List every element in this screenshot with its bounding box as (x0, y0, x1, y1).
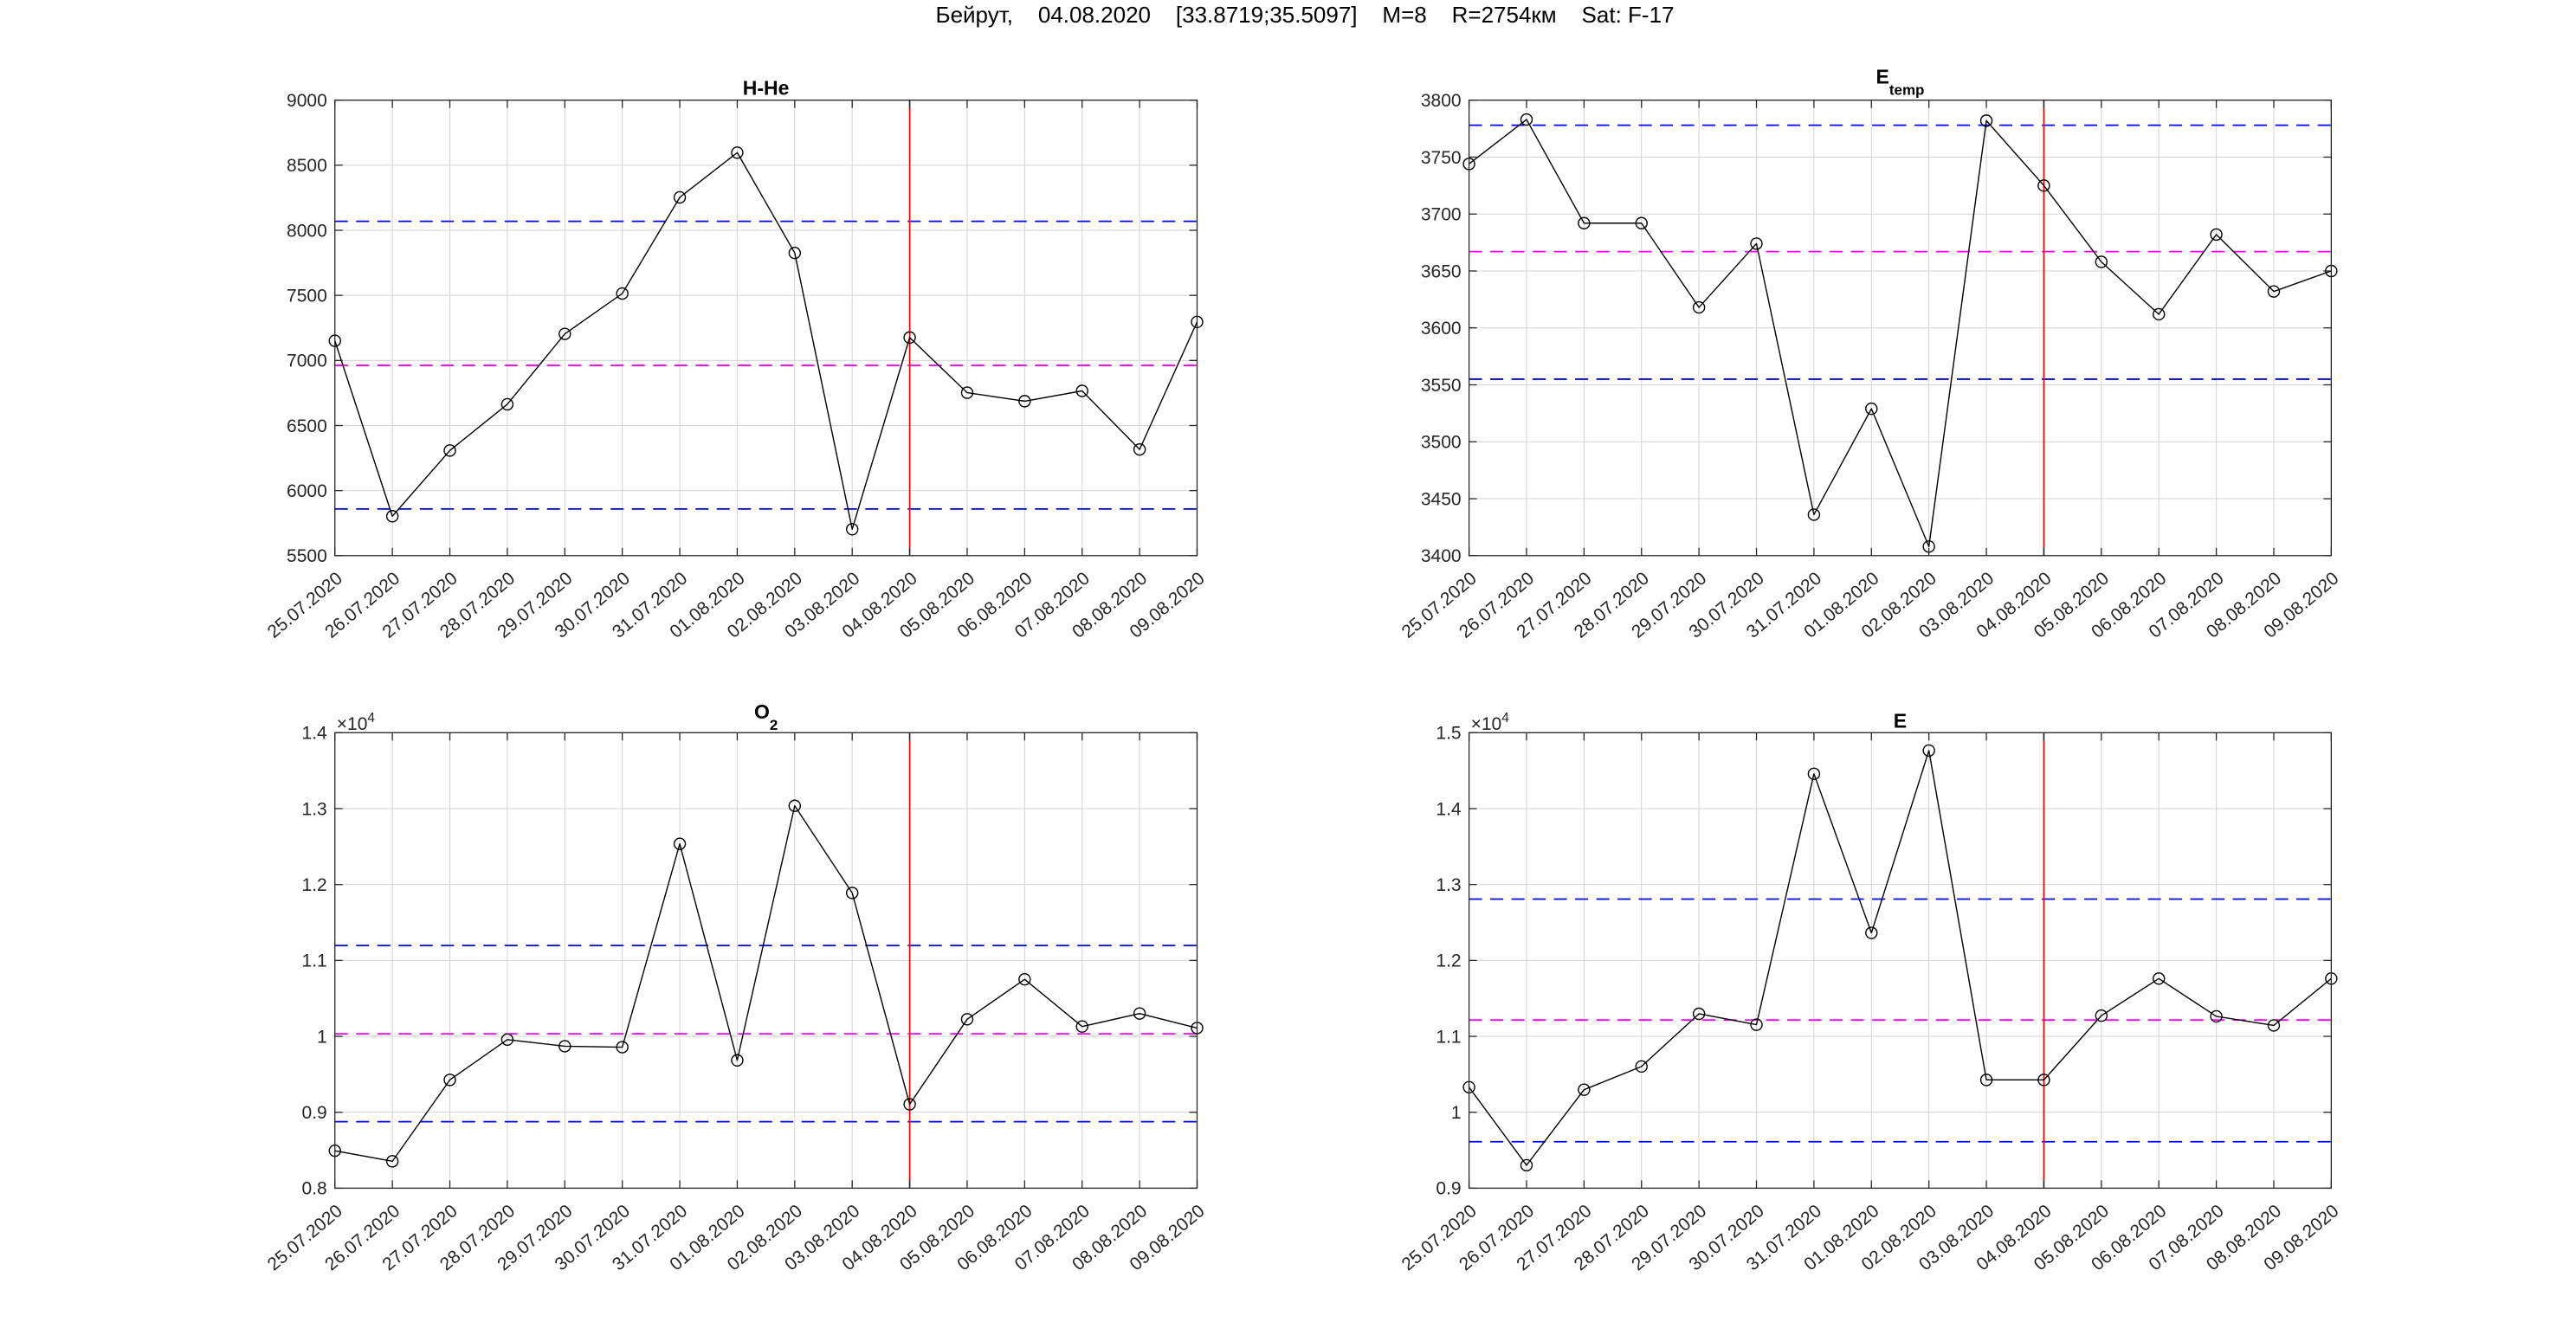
svg-text:3550: 3550 (1421, 376, 1462, 396)
svg-text:1.1: 1.1 (1436, 1027, 1461, 1047)
svg-text:1: 1 (317, 1027, 327, 1047)
svg-text:0.9: 0.9 (1436, 1179, 1461, 1199)
svg-text:E: E (1894, 709, 1907, 732)
svg-text:6500: 6500 (287, 416, 327, 436)
svg-text:8000: 8000 (287, 221, 327, 241)
svg-text:8500: 8500 (287, 156, 327, 176)
svg-text:1.1: 1.1 (302, 951, 327, 971)
svg-text:1.4: 1.4 (1436, 799, 1462, 819)
svg-text:1.5: 1.5 (1436, 724, 1461, 744)
svg-text:3600: 3600 (1421, 319, 1462, 339)
svg-text:3500: 3500 (1421, 433, 1462, 453)
svg-text:3750: 3750 (1421, 148, 1462, 168)
svg-text:9000: 9000 (287, 91, 327, 111)
svg-text:3650: 3650 (1421, 261, 1462, 281)
svg-text:3400: 3400 (1421, 546, 1462, 566)
svg-text:1.2: 1.2 (1436, 951, 1461, 971)
svg-text:Бейрут, 04.08.2020 [33.8: Бейрут, 04.08.2020 [33.8719;35.5097] М=8… (936, 2, 1675, 28)
svg-text:6000: 6000 (287, 481, 327, 501)
svg-text:3700: 3700 (1421, 205, 1462, 225)
svg-text:0.8: 0.8 (302, 1179, 327, 1199)
svg-text:1: 1 (1451, 1103, 1462, 1123)
svg-text:1.3: 1.3 (302, 799, 327, 819)
svg-text:3450: 3450 (1421, 489, 1462, 509)
svg-text:3800: 3800 (1421, 91, 1462, 111)
svg-text:7500: 7500 (287, 286, 327, 306)
svg-text:5500: 5500 (287, 546, 327, 566)
svg-text:7000: 7000 (287, 351, 327, 371)
svg-text:H-He: H-He (743, 77, 790, 100)
svg-text:1.3: 1.3 (1436, 875, 1461, 895)
svg-text:0.9: 0.9 (302, 1103, 327, 1123)
svg-text:1.2: 1.2 (302, 875, 327, 895)
svg-text:1.4: 1.4 (302, 724, 328, 744)
